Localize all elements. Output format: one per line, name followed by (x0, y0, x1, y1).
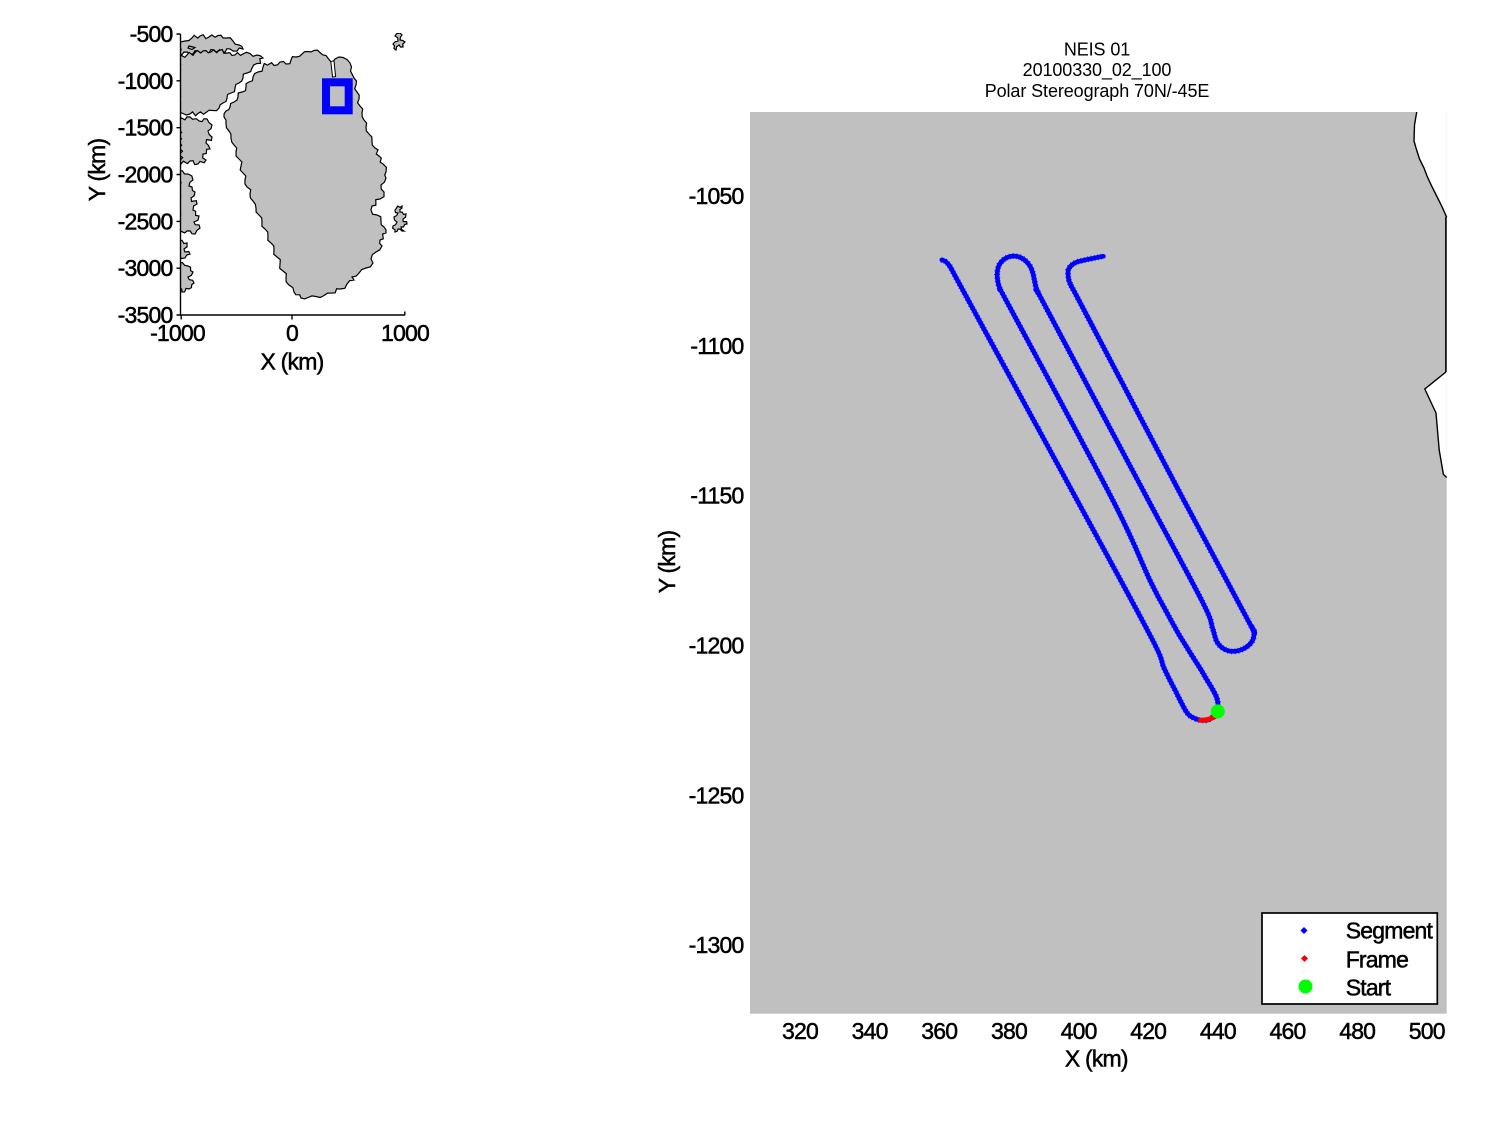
svg-text:460: 460 (1270, 1018, 1306, 1044)
svg-text:1000: 1000 (381, 320, 429, 346)
svg-text:0: 0 (286, 320, 298, 346)
svg-text:-1500: -1500 (118, 115, 173, 141)
svg-text:Frame: Frame (1346, 947, 1408, 973)
svg-text:-3500: -3500 (118, 302, 173, 328)
svg-text:Y (km): Y (km) (84, 139, 110, 202)
svg-text:-1000: -1000 (118, 68, 173, 94)
svg-text:X (km): X (km) (261, 348, 324, 374)
svg-text:Polar Stereograph 70N/-45E: Polar Stereograph 70N/-45E (985, 81, 1210, 101)
svg-text:20100330_02_100: 20100330_02_100 (1023, 60, 1172, 81)
svg-text:420: 420 (1130, 1018, 1166, 1044)
svg-text:-1200: -1200 (689, 633, 744, 659)
svg-text:320: 320 (782, 1018, 818, 1044)
svg-text:-2000: -2000 (118, 162, 173, 188)
svg-text:480: 480 (1339, 1018, 1375, 1044)
svg-text:440: 440 (1200, 1018, 1236, 1044)
svg-text:-500: -500 (130, 21, 173, 47)
svg-text:-1250: -1250 (689, 782, 744, 808)
svg-text:500: 500 (1409, 1018, 1445, 1044)
svg-text:-3000: -3000 (118, 255, 173, 281)
svg-text:400: 400 (1061, 1018, 1097, 1044)
svg-text:Start: Start (1346, 975, 1392, 1001)
svg-text:Y (km): Y (km) (654, 531, 680, 594)
svg-text:380: 380 (991, 1018, 1027, 1044)
svg-text:-1100: -1100 (690, 333, 743, 359)
svg-text:-1050: -1050 (689, 183, 744, 209)
svg-text:-1300: -1300 (689, 932, 744, 958)
svg-text:NEIS 01: NEIS 01 (1064, 39, 1130, 59)
svg-text:Segment: Segment (1346, 918, 1434, 944)
svg-text:-1000: -1000 (150, 320, 205, 346)
svg-text:-2500: -2500 (118, 208, 173, 234)
svg-text:X (km): X (km) (1065, 1046, 1128, 1072)
svg-text:360: 360 (921, 1018, 957, 1044)
svg-text:340: 340 (852, 1018, 888, 1044)
svg-text:-1150: -1150 (690, 483, 743, 509)
